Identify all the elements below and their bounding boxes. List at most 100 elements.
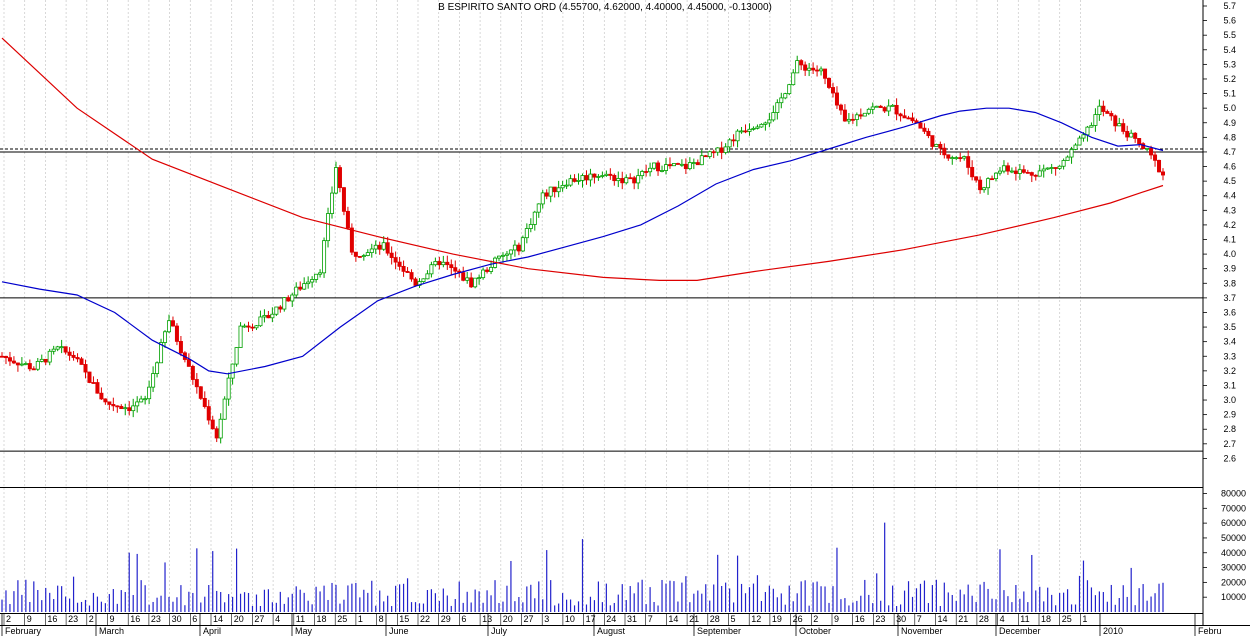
candle-body [548, 186, 553, 197]
candle-body [127, 407, 132, 412]
candle-body [512, 244, 517, 251]
candle-body [349, 227, 354, 253]
candle-body [906, 117, 911, 120]
candle-body [155, 362, 160, 374]
candle-body [71, 354, 76, 358]
candle-body [1161, 171, 1166, 176]
date-tick-label: 18 [317, 614, 327, 624]
candle-body [174, 325, 179, 342]
candle-body [282, 297, 287, 310]
candle-body [429, 264, 434, 275]
price-tick-label: 5.5 [1223, 30, 1236, 40]
candle-body [365, 252, 370, 256]
price-tick-label: 3.1 [1223, 380, 1236, 390]
candle-body [974, 176, 979, 181]
candle-body [333, 167, 338, 194]
candle-body [107, 401, 112, 405]
candle-body [795, 60, 800, 74]
date-tick-label: 30 [896, 614, 906, 624]
candle-body [636, 175, 641, 184]
candle-body [1113, 115, 1118, 127]
price-tick-label: 4.1 [1223, 235, 1236, 245]
candle-body [767, 119, 772, 124]
candle-body [326, 213, 331, 242]
candle-body [858, 114, 863, 117]
candle-body [206, 406, 211, 421]
candle-body [648, 167, 653, 173]
date-tick-label: 16 [130, 614, 140, 624]
candle-body [103, 398, 108, 403]
candle-body [962, 156, 967, 159]
candle-body [819, 68, 824, 72]
candle-body [652, 162, 657, 169]
candle-body [687, 162, 692, 170]
date-tick-label: 8 [379, 614, 384, 624]
candle-body [258, 316, 263, 327]
candle-body [489, 267, 494, 272]
candle-body [691, 162, 696, 164]
date-tick-label: 17 [586, 614, 596, 624]
candle-body [536, 203, 541, 213]
candle-body [600, 175, 605, 177]
candle-body [902, 115, 907, 119]
candle-body [381, 242, 386, 250]
candle-body [616, 178, 621, 182]
candle-body [337, 167, 342, 189]
candle-body [560, 185, 565, 189]
date-tick-label: 13 [482, 614, 492, 624]
candle-body [862, 112, 867, 117]
candle-body [743, 130, 748, 133]
candle-body [711, 151, 716, 154]
candle-body [695, 162, 700, 166]
price-tick-label: 3.3 [1223, 351, 1236, 361]
candle-body [918, 122, 923, 129]
date-tick-label: 5 [731, 614, 736, 624]
month-label: December [999, 626, 1041, 636]
month-label: April [203, 626, 221, 636]
date-tick-label: 23 [875, 614, 885, 624]
candle-body [882, 107, 887, 112]
price-tick-label: 3.0 [1223, 395, 1236, 405]
candle-body [1049, 167, 1054, 169]
candle-body [604, 173, 609, 176]
candle-body [485, 269, 490, 272]
candle-body [1133, 132, 1138, 139]
candle-body [747, 128, 752, 132]
candle-body [759, 123, 764, 128]
candle-body [449, 264, 454, 269]
candle-body [644, 171, 649, 173]
price-tick-label: 2.6 [1223, 453, 1236, 463]
price-tick-label: 4.3 [1223, 205, 1236, 215]
price-tick-label: 4.8 [1223, 132, 1236, 142]
candle-body [1013, 170, 1018, 174]
date-tick-label: 1 [1082, 614, 1087, 624]
month-label: November [901, 626, 943, 636]
candle-body [385, 242, 390, 254]
candle-body [1025, 171, 1030, 174]
candle-body [1149, 147, 1154, 156]
date-tick-label: 9 [110, 614, 115, 624]
candle-body [135, 401, 140, 407]
candle-body [83, 364, 88, 373]
candle-body [11, 360, 16, 364]
candle-body [954, 157, 959, 159]
candle-body [151, 373, 156, 388]
candle-body [890, 104, 895, 107]
candle-body [95, 382, 100, 394]
date-tick-label: 28 [979, 614, 989, 624]
candle-body [230, 363, 235, 379]
candle-body [67, 351, 72, 356]
candle-body [783, 93, 788, 99]
candle-body [1077, 137, 1082, 146]
candle-body [91, 382, 96, 384]
candle-body [310, 279, 315, 283]
candle-body [202, 397, 207, 407]
price-tick-label: 4.0 [1223, 249, 1236, 259]
candle-body [75, 357, 80, 360]
volume-tick-label: 40000 [1221, 548, 1246, 558]
candle-body [580, 175, 585, 181]
volume-axis: 10000 20000 30000 40000 50000 60000 70000 80000 [1203, 489, 1246, 602]
candle-body [771, 112, 776, 121]
candle-body [811, 67, 816, 71]
